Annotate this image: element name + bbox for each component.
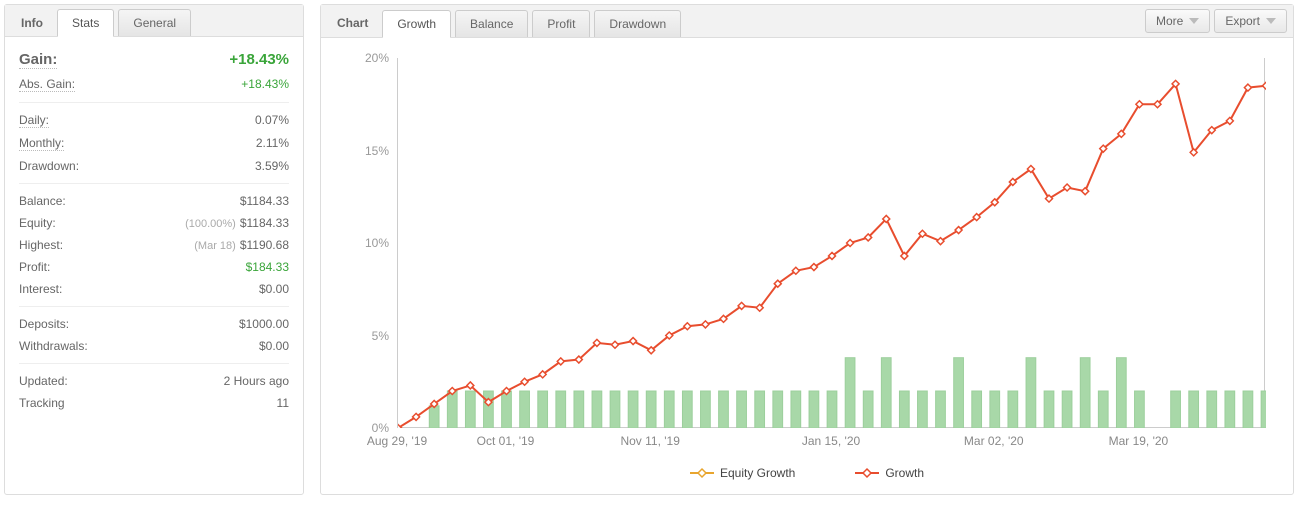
tab-drawdown2[interactable]: Drawdown bbox=[594, 10, 681, 37]
chart-area: 0% 5% 10% 15% 20% Aug 29, '19 Oct 01, '19 Nov 1… bbox=[339, 48, 1275, 458]
x-tick-label: Mar 02, '20 bbox=[964, 434, 1024, 448]
legend-item[interactable]: Equity Growth bbox=[690, 466, 795, 480]
monthly-label: Monthly: bbox=[19, 136, 64, 151]
interest-value: $0.00 bbox=[259, 282, 289, 296]
tab-growth[interactable]: Growth bbox=[382, 10, 451, 38]
gain-value: +18.43% bbox=[229, 51, 289, 68]
tracking-value: 11 bbox=[277, 396, 289, 410]
chart-legend: Equity Growth Growth bbox=[339, 458, 1275, 486]
x-tick-label: Jan 15, '20 bbox=[802, 434, 860, 448]
chart-title: Chart bbox=[327, 10, 378, 36]
absgain-value: +18.43% bbox=[241, 77, 289, 91]
withdrawals-label: Withdrawals: bbox=[19, 339, 88, 353]
x-tick-label: Mar 19, '20 bbox=[1109, 434, 1169, 448]
daily-label: Daily: bbox=[19, 113, 49, 128]
highest-label: Highest: bbox=[19, 238, 63, 252]
stats-list: Gain: +18.43% Abs. Gain: +18.43% Daily: 0.0… bbox=[5, 37, 303, 424]
y-tick-label: 15% bbox=[339, 144, 389, 158]
balance-value: $1184.33 bbox=[240, 194, 289, 208]
monthly-value: 2.11% bbox=[256, 136, 289, 150]
drawdown-label: Drawdown: bbox=[19, 159, 79, 173]
equity-label: Equity: bbox=[19, 216, 56, 230]
updated-value: 2 Hours ago bbox=[224, 374, 289, 388]
withdrawals-value: $0.00 bbox=[259, 339, 289, 353]
legend-label: Equity Growth bbox=[720, 466, 795, 480]
export-label: Export bbox=[1225, 14, 1260, 28]
tab-general[interactable]: General bbox=[118, 9, 191, 36]
deposits-value: $1000.00 bbox=[239, 317, 289, 331]
chevron-down-icon bbox=[1189, 18, 1199, 24]
x-tick-label: Oct 01, '19 bbox=[477, 434, 535, 448]
x-tick-label: Aug 29, '19 bbox=[367, 434, 427, 448]
tab-balance[interactable]: Balance bbox=[455, 10, 528, 37]
profit-value: $184.33 bbox=[246, 260, 289, 274]
more-label: More bbox=[1156, 14, 1183, 28]
absgain-label: Abs. Gain: bbox=[19, 77, 75, 92]
profit-label: Profit: bbox=[19, 260, 50, 274]
y-tick-label: 20% bbox=[339, 51, 389, 65]
chart-panel: Chart Growth Balance Profit Drawdown Mor… bbox=[320, 4, 1294, 495]
info-panel: Info Stats General Gain: +18.43% Abs. Gai… bbox=[4, 4, 304, 495]
equity-note: (100.00%) bbox=[185, 218, 236, 230]
more-button[interactable]: More bbox=[1145, 9, 1210, 33]
chart-tabs: Chart Growth Balance Profit Drawdown Mor… bbox=[321, 5, 1293, 38]
updated-label: Updated: bbox=[19, 374, 68, 388]
info-tabs: Info Stats General bbox=[5, 5, 303, 37]
legend-item[interactable]: Growth bbox=[855, 466, 924, 480]
tab-stats[interactable]: Stats bbox=[57, 9, 114, 37]
export-button[interactable]: Export bbox=[1214, 9, 1287, 33]
equity-value: $1184.33 bbox=[240, 216, 289, 230]
tracking-label: Tracking bbox=[19, 396, 65, 410]
legend-label: Growth bbox=[885, 466, 924, 480]
x-tick-label: Nov 11, '19 bbox=[620, 434, 679, 448]
chevron-down-icon bbox=[1266, 18, 1276, 24]
balance-label: Balance: bbox=[19, 194, 66, 208]
highest-value: $1190.68 bbox=[240, 238, 289, 252]
gain-label: Gain: bbox=[19, 51, 57, 69]
drawdown-value: 3.59% bbox=[255, 159, 289, 173]
daily-value: 0.07% bbox=[255, 113, 289, 127]
info-title: Info bbox=[11, 10, 53, 36]
y-tick-label: 5% bbox=[339, 329, 389, 343]
tab-profit[interactable]: Profit bbox=[532, 10, 590, 37]
deposits-label: Deposits: bbox=[19, 317, 69, 331]
interest-label: Interest: bbox=[19, 282, 62, 296]
chart-plot[interactable] bbox=[397, 58, 1265, 428]
y-tick-label: 0% bbox=[339, 421, 389, 435]
y-tick-label: 10% bbox=[339, 236, 389, 250]
highest-note: (Mar 18) bbox=[194, 240, 236, 252]
